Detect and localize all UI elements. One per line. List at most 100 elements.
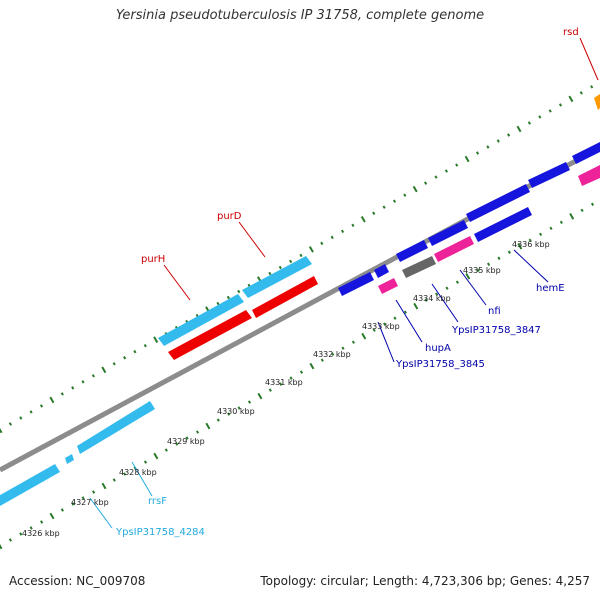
- gene-arrow[interactable]: [572, 142, 600, 164]
- ruler-tick: [527, 121, 531, 125]
- ruler-tick: [29, 526, 33, 530]
- gene-label-ypsip31758-3847: YpsIP31758_3847: [451, 325, 541, 336]
- ruler-tick: [435, 292, 439, 296]
- ruler-tick: [372, 328, 376, 332]
- ruler-tick: [486, 145, 490, 149]
- leader-line: [459, 269, 487, 306]
- ruler-tick: [237, 289, 241, 294]
- gene-arrow[interactable]: [528, 162, 570, 188]
- ruler-tick: [360, 215, 366, 223]
- leader-line: [238, 221, 266, 258]
- ruler-tick: [71, 386, 75, 390]
- tick-label: 4335 kbp: [463, 266, 501, 275]
- ruler-tick: [340, 229, 345, 234]
- ruler-tick: [372, 211, 376, 215]
- ruler-tick: [351, 340, 355, 344]
- ruler-tick: [580, 208, 584, 213]
- ruler-tick: [475, 151, 480, 155]
- accession-text: Accession: NC_009708: [9, 574, 146, 588]
- gene-label-rsd: rsd: [563, 27, 579, 38]
- gene-arrow[interactable]: [434, 236, 474, 262]
- gene-arrow[interactable]: [77, 401, 155, 454]
- ruler-tick: [133, 349, 137, 354]
- ruler-tick: [185, 436, 189, 440]
- tick-label: 4327 kbp: [71, 498, 109, 507]
- ruler-tick: [434, 175, 438, 179]
- gene-arrow[interactable]: [578, 165, 600, 186]
- gene-arrow[interactable]: [466, 184, 530, 222]
- leader-line: [163, 264, 191, 301]
- ruler-tick: [361, 332, 367, 340]
- ruler-tick: [143, 343, 147, 348]
- ruler-tick: [237, 406, 241, 410]
- gene-arrow[interactable]: [474, 207, 532, 242]
- ruler-tick: [507, 250, 511, 254]
- ruler-tick: [101, 482, 107, 490]
- ruler-tick: [49, 396, 55, 404]
- ruler-tick: [216, 301, 220, 306]
- gene-arrow[interactable]: [0, 464, 60, 506]
- gene-label-nfi: nfi: [488, 306, 501, 317]
- ruler-tick: [0, 427, 3, 434]
- ruler-tick: [195, 430, 200, 434]
- ruler-tick: [112, 362, 116, 366]
- ruler-tick: [330, 235, 334, 240]
- ruler-tick: [123, 356, 127, 360]
- tick-label: 4329 kbp: [167, 437, 205, 446]
- ruler-tick: [8, 538, 12, 542]
- ruler-tick: [299, 370, 304, 374]
- ruler-tick: [289, 259, 293, 264]
- ruler-tick: [164, 448, 168, 452]
- gene-arrow[interactable]: [338, 272, 374, 296]
- ruler-tick: [424, 181, 428, 185]
- gene-arrow[interactable]: [65, 454, 74, 464]
- gene-arrow[interactable]: [158, 294, 244, 346]
- tick-label: 4334 kbp: [413, 294, 451, 303]
- ruler-tick: [476, 268, 480, 272]
- ruler-tick: [382, 205, 386, 209]
- outer-ruler-dots: [0, 85, 594, 434]
- ruler-tick: [227, 412, 231, 416]
- ruler-tick: [8, 422, 12, 426]
- ruler-tick: [538, 115, 542, 119]
- gene-arrow[interactable]: [396, 240, 428, 262]
- ruler-tick: [558, 103, 563, 107]
- gene-label-purH: purH: [141, 254, 165, 265]
- ruler-tick: [331, 352, 335, 356]
- ruler-tick: [309, 362, 315, 370]
- ruler-tick: [528, 238, 532, 243]
- gene-label-hupA: hupA: [425, 343, 451, 354]
- gene-arrow[interactable]: [252, 276, 318, 318]
- ruler-tick: [175, 442, 179, 446]
- tick-label: 4332 kbp: [313, 350, 351, 359]
- ruler-tick: [268, 271, 272, 276]
- ruler-tick: [569, 213, 575, 220]
- tick-label: 4331 kbp: [265, 378, 303, 387]
- ruler-tick: [549, 226, 553, 231]
- gene-arrow[interactable]: [402, 256, 436, 278]
- gene-arrow[interactable]: [242, 256, 312, 298]
- ruler-tick: [60, 508, 64, 512]
- ruler-tick: [497, 256, 501, 260]
- ruler-tick: [279, 382, 283, 386]
- ruler-tick: [289, 376, 293, 380]
- gene-arrow[interactable]: [378, 278, 398, 294]
- ruler-tick: [568, 95, 574, 103]
- leader-line: [377, 321, 395, 363]
- ruler-tick: [308, 246, 314, 253]
- gene-label-rrsF: rrsF: [148, 496, 167, 507]
- ruler-tick: [320, 241, 324, 246]
- ruler-tick: [81, 380, 85, 384]
- gene-label-hemE: hemE: [536, 283, 565, 294]
- ruler-tick: [143, 460, 148, 464]
- ruler-tick: [590, 202, 595, 207]
- gene-arrow[interactable]: [168, 310, 252, 360]
- ruler-tick: [81, 496, 85, 500]
- gene-arrow[interactable]: [374, 264, 389, 278]
- ruler-tick: [392, 199, 397, 203]
- leader-line: [131, 461, 153, 497]
- gene-arrow[interactable]: [428, 220, 468, 246]
- gene-arrow[interactable]: [594, 94, 600, 110]
- gene-label-ypsip31758-3845: YpsIP31758_3845: [395, 359, 485, 370]
